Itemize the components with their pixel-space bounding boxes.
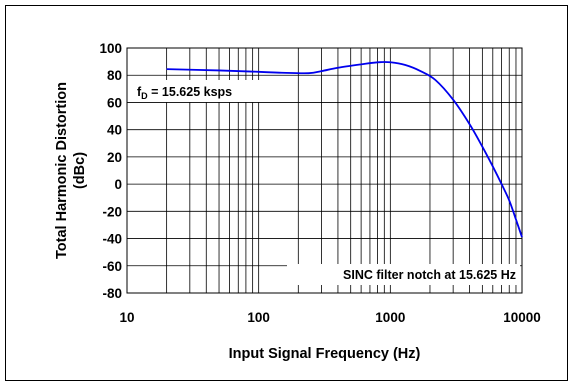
sinc-annotation: SINC filter notch at 15.625 Hz	[343, 268, 516, 282]
data-line-layer	[166, 61, 523, 238]
y-axis-title-line-2: (dBc)	[72, 152, 88, 189]
y-tick-label: 40	[107, 123, 122, 138]
sinc-annotation-background	[287, 264, 520, 285]
plot-area	[126, 47, 523, 294]
x-tick-label: 10000	[503, 310, 541, 325]
y-tick-label: 0	[114, 177, 122, 192]
x-tick-label: 10	[119, 310, 134, 325]
chart-frame	[5, 5, 568, 381]
y-tick-label: 80	[107, 68, 122, 83]
y-tick-label: 20	[107, 150, 122, 165]
y-tick-label: 100	[99, 41, 122, 56]
y-axis-title-line-1: Total Harmonic Distortion	[54, 82, 70, 259]
x-tick-labels: 10 100 1000 10000	[119, 310, 540, 325]
fd-annotation: fD = 15.625 ksps	[137, 85, 232, 101]
fd-annotation-background	[133, 80, 277, 102]
y-tick-label: -80	[102, 286, 122, 301]
y-tick-label: -40	[102, 232, 122, 247]
y-tick-labels: 100 80 60 40 20 0 -20 -40 -60 -80	[99, 41, 122, 301]
fd-annotation-part-1: D	[141, 91, 148, 101]
y-tick-label: 60	[107, 95, 122, 110]
x-axis-title: Input Signal Frequency (Hz)	[229, 346, 421, 362]
y-tick-label: -60	[102, 259, 122, 274]
x-tick-label: 1000	[375, 310, 405, 325]
series-line-0	[166, 61, 523, 238]
fd-annotation-part-2: = 15.625 ksps	[148, 85, 232, 99]
annotation-layer: fD = 15.625 ksps SINC filter notch at 15.…	[133, 80, 520, 285]
x-tick-label: 100	[247, 310, 270, 325]
fd-annotation-part-0: f	[137, 85, 142, 99]
y-tick-label: -20	[102, 204, 122, 219]
